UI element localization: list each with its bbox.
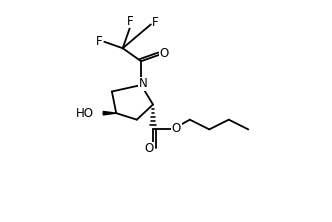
Text: F: F	[152, 16, 159, 29]
Text: O: O	[160, 47, 169, 60]
Text: O: O	[172, 122, 181, 135]
Text: N: N	[138, 77, 147, 90]
Polygon shape	[103, 111, 116, 115]
Text: O: O	[144, 142, 154, 155]
Text: F: F	[127, 15, 133, 28]
Text: F: F	[96, 35, 103, 48]
Text: HO: HO	[75, 107, 94, 120]
